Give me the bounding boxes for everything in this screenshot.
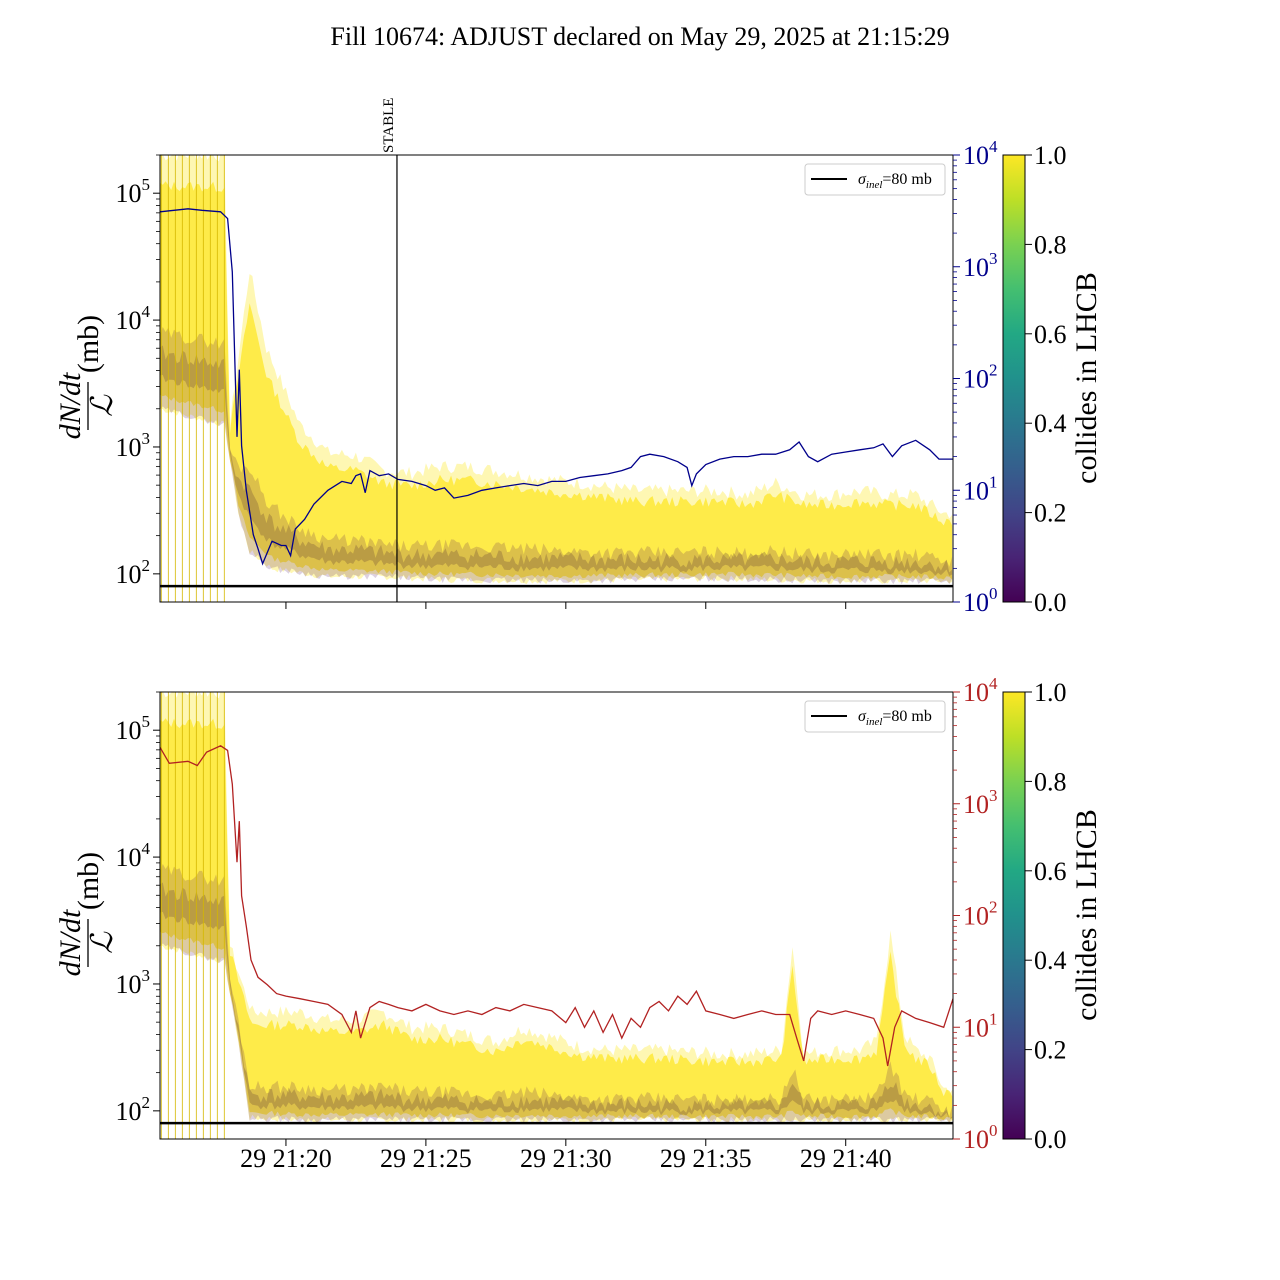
top-right-ticks: 100 101 102 103 104 [953,137,998,617]
bot-x-tick-label: 29 21:35 [660,1144,752,1173]
top-left-tick-label: 105 [116,175,151,208]
bottom-colorbar-gradient [1002,691,1026,1140]
top-ylabel-num: dN/dt [54,372,87,439]
top-ylabel-unit: (mb) [72,315,105,373]
top-colorbar-label: collides in LHCB [1070,272,1103,484]
bot-colorbar-tick-label: 0.6 [1034,857,1067,886]
bottom-ylabel-unit: (mb) [72,852,105,910]
bot-band-purple [160,863,953,1124]
top-y-axis-label: dN/dt ℒ (mb) [54,315,119,440]
bottom-right-series-line [160,745,953,1067]
top-band-layer [160,155,953,585]
top-left-tick-label: 102 [116,556,151,589]
top-right-tick-label: 100 [963,584,998,617]
bottom-ylabel-den: ℒ [86,931,119,954]
top-left-tick-label: 104 [116,302,151,335]
bottom-band-layer [160,692,953,1124]
bottom-x-ticks: 29 21:20 29 21:25 29 21:30 29 21:35 29 21:40 [240,1139,892,1173]
bottom-legend-entry: σinel=80 mb [858,708,932,728]
top-band-purple [160,326,953,585]
bottom-colorbar: 0.0 0.2 0.4 0.6 0.8 1.0 collides in LHCB [1002,678,1103,1154]
top-colorbar-tick-label: 1.0 [1034,141,1067,170]
bottom-colorbar-label: collides in LHCB [1070,809,1103,1021]
top-colorbar-gradient [1002,154,1026,603]
bot-x-tick-label: 29 21:40 [800,1144,892,1173]
stable-label: STABLE [381,98,397,153]
top-colorbar-ticks: 0.0 0.2 0.4 0.6 0.8 1.0 [1025,141,1067,617]
bottom-spikes [160,692,225,1139]
bot-x-tick-label: 29 21:25 [380,1144,472,1173]
top-colorbar-tick-label: 0.2 [1034,499,1067,528]
top-legend-entry: σinel=80 mb [858,171,932,191]
bot-colorbar-tick-label: 0.0 [1034,1125,1067,1154]
top-right-tick-label: 104 [963,137,998,170]
top-colorbar: 0.0 0.2 0.4 0.6 0.8 1.0 collides in LHCB [1002,141,1103,617]
bottom-legend-box [804,700,946,733]
figure-title: Fill 10674: ADJUST declared on May 29, 2… [330,22,949,51]
top-left-tick-label: 103 [116,429,151,462]
bot-left-tick-label: 105 [116,712,151,745]
top-x-ticks [285,602,847,609]
top-colorbar-tick-label: 0.6 [1034,320,1067,349]
bot-right-tick-label: 100 [963,1121,998,1154]
top-legend-box [804,163,946,196]
bot-left-tick-label: 103 [116,966,151,999]
top-colorbar-tick-label: 0.8 [1034,230,1067,259]
bot-right-tick-label: 103 [963,786,998,819]
top-colorbar-tick-label: 0.0 [1034,588,1067,617]
top-ylabel-den: ℒ [86,394,119,417]
top-right-series-line [160,208,953,566]
top-panel: STABLE 102 103 104 105 100 101 102 103 104 σine… [54,98,998,617]
bot-left-tick-label: 104 [116,839,151,872]
top-legend: σinel=80 mb [804,163,946,196]
bottom-y-axis-label: dN/dt ℒ (mb) [54,852,119,977]
bottom-ylabel-num: dN/dt [54,909,87,976]
bottom-colorbar-ticks: 0.0 0.2 0.4 0.6 0.8 1.0 [1025,678,1067,1154]
bot-colorbar-tick-label: 0.4 [1034,946,1067,975]
top-right-tick-label: 102 [963,361,998,394]
bottom-legend: σinel=80 mb [804,700,946,733]
top-colorbar-tick-label: 0.4 [1034,409,1067,438]
bot-colorbar-tick-label: 1.0 [1034,678,1067,707]
top-spikes [160,155,225,602]
bottom-left-ticks: 102 103 104 105 [116,691,160,1126]
top-right-tick-label: 103 [963,249,998,282]
top-band-core [160,181,953,580]
bot-x-tick-label: 29 21:30 [520,1144,612,1173]
bot-right-tick-label: 101 [963,1009,998,1042]
bot-colorbar-tick-label: 0.2 [1034,1036,1067,1065]
bottom-right-ticks: 100 101 102 103 104 [953,674,998,1154]
bot-band-core [160,718,953,1121]
bot-right-tick-label: 102 [963,898,998,931]
bot-right-tick-label: 104 [963,674,998,707]
bot-x-tick-label: 29 21:20 [240,1144,332,1173]
top-left-ticks: 102 103 104 105 [116,154,160,589]
bot-left-tick-label: 102 [116,1093,151,1126]
top-right-tick-label: 101 [963,472,998,505]
bot-colorbar-tick-label: 0.8 [1034,767,1067,796]
